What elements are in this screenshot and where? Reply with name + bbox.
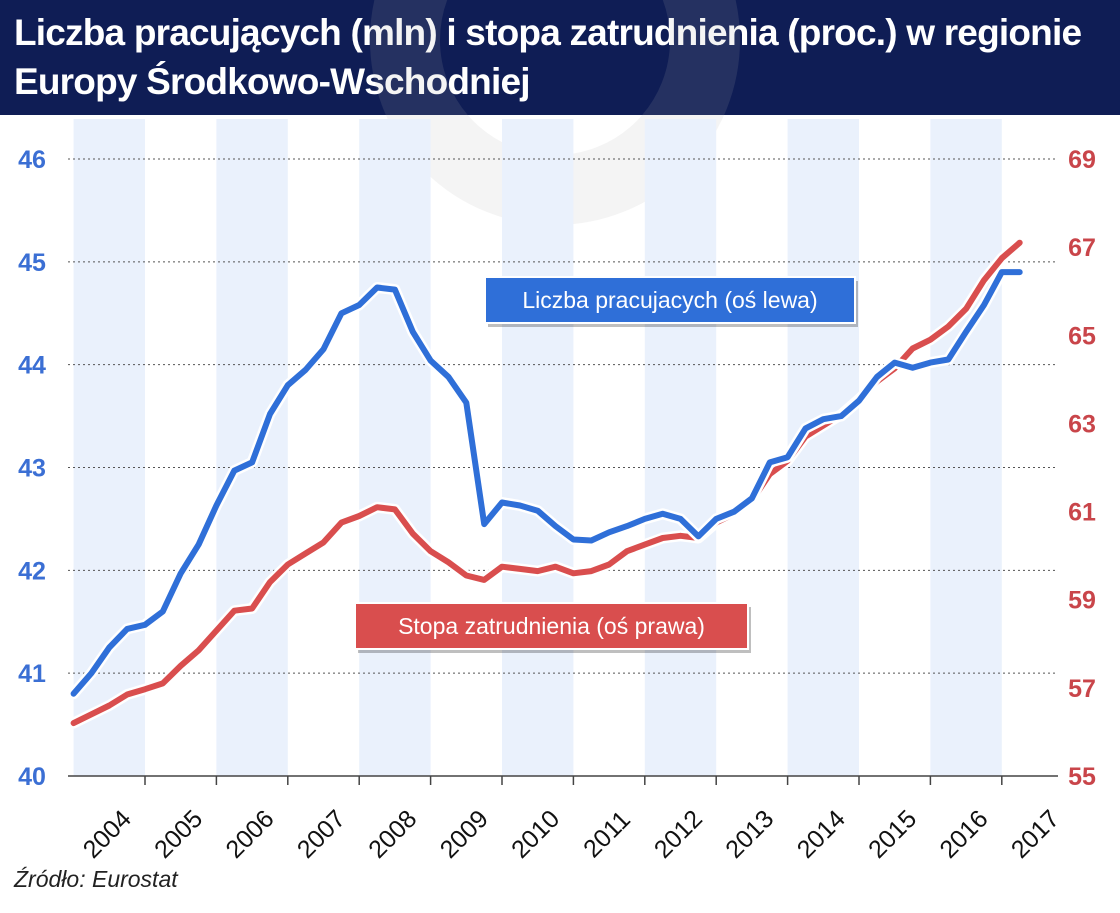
series-lines [68,237,1026,729]
x-axis-tick-label: 2004 [78,805,137,864]
employed-annotation-label: Liczba pracujacych (oś lewa) [522,287,817,313]
series-annotations: Liczba pracujacych (oś lewa) Stopa zatrud… [354,276,858,653]
right-axis-tick-label: 63 [1068,410,1096,438]
year-bands [73,119,1002,776]
left-axis-tick-label: 44 [18,352,46,380]
employed-annotation-box [484,276,856,324]
right-axis-ticks: 55 57 59 61 63 65 67 69 [1068,146,1096,791]
right-axis-tick-label: 59 [1068,587,1096,615]
year-band-2008 [359,119,431,776]
left-axis-tick-label: 40 [18,763,46,791]
x-axis-tick-label: 2011 [578,805,636,863]
left-axis-tick-label: 45 [18,249,46,277]
chart-header: Liczba pracujących (mln) i stopa zatrudn… [0,0,1120,115]
left-axis-ticks: 40 41 42 43 44 45 46 [18,146,46,791]
x-axis-tick-label: 2007 [292,805,351,864]
source-note: Źródło: Eurostat [14,866,178,892]
x-axis-tick-label: 2014 [792,805,851,864]
x-axis-tick-label: 2017 [1006,805,1065,864]
x-axis-tick-label: 2009 [435,805,494,864]
x-axis-tick-label: 2016 [934,805,993,864]
year-band-2004 [73,119,145,776]
employment-rate-annotation-box [354,602,749,650]
left-axis-tick-label: 43 [18,455,46,483]
x-axis: 2004 2005 2006 2007 2008 2009 2010 2011 2012 2013… [68,775,1065,864]
left-axis-tick-label: 42 [18,557,46,585]
x-axis-tick-label: 2013 [720,805,779,864]
right-axis-tick-label: 67 [1068,234,1096,262]
year-band-2012 [644,119,717,776]
employment-rate-annotation-label: Stopa zatrudnienia (oś prawa) [398,613,705,639]
right-axis-tick-label: 55 [1068,763,1096,791]
x-axis-tick-label: 2012 [649,805,708,864]
left-axis-tick-label: 41 [18,660,46,688]
right-axis-tick-label: 65 [1068,322,1096,350]
year-band-2010 [502,119,574,776]
x-axis-tick-label: 2015 [863,805,922,864]
x-axis-tick-label: 2010 [506,805,565,864]
header-watermark [370,0,740,115]
left-axis-tick-label: 46 [18,146,46,174]
x-axis-tick-label: 2005 [149,805,208,864]
x-axis-tick-label: 2008 [363,805,422,864]
employed-line [70,269,1023,697]
chart-title: Liczba pracujących (mln) i stopa zatrudn… [14,12,1082,102]
right-axis-tick-label: 57 [1068,675,1096,703]
right-axis-tick-label: 61 [1068,499,1096,527]
x-axis-tick-label: 2006 [220,805,279,864]
year-band-2016 [930,119,1002,776]
right-axis-tick-label: 69 [1068,146,1096,174]
